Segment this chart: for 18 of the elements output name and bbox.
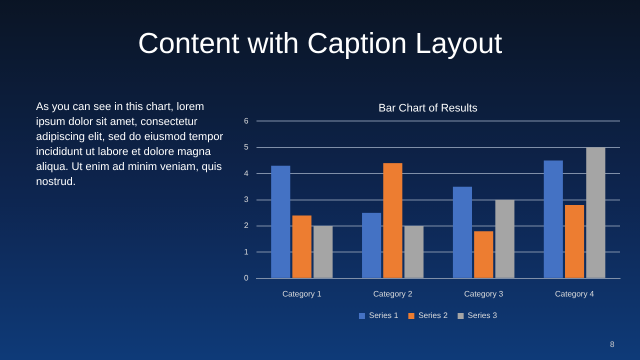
y-tick-label: 0 — [244, 274, 249, 283]
x-tick-label: Category 3 — [464, 289, 504, 298]
legend-label: Series 3 — [468, 311, 498, 320]
y-tick-label: 5 — [244, 142, 249, 152]
y-tick-label: 2 — [244, 221, 249, 230]
text: 8 — [610, 340, 614, 349]
x-tick-label: Category 4 — [554, 289, 595, 298]
y-tick-label: 1 — [244, 247, 249, 256]
legend-label: Series 1 — [368, 311, 399, 320]
text: As you can see in this chart, lorem ipsum dolor sit amet, consectetur adipiscing elit, sed do eiusmod tempor incididunt ut labore et dolore magna aliqua. Ut enim ad minim veniam, quis nostrud. — [36, 100, 224, 190]
chart-title: Content with Caption Layout — [136, 28, 504, 61]
legend-label: Series 2 — [418, 311, 448, 320]
y-tick-label: 6 — [244, 116, 249, 126]
y-tick-label: 3 — [244, 195, 249, 204]
y-tick-label: 4 — [244, 168, 249, 178]
x-tick-label: Category 1 — [282, 289, 322, 298]
chart-subtitle: Bar Chart of Results — [378, 102, 478, 115]
x-tick-label: Category 2 — [373, 289, 413, 298]
